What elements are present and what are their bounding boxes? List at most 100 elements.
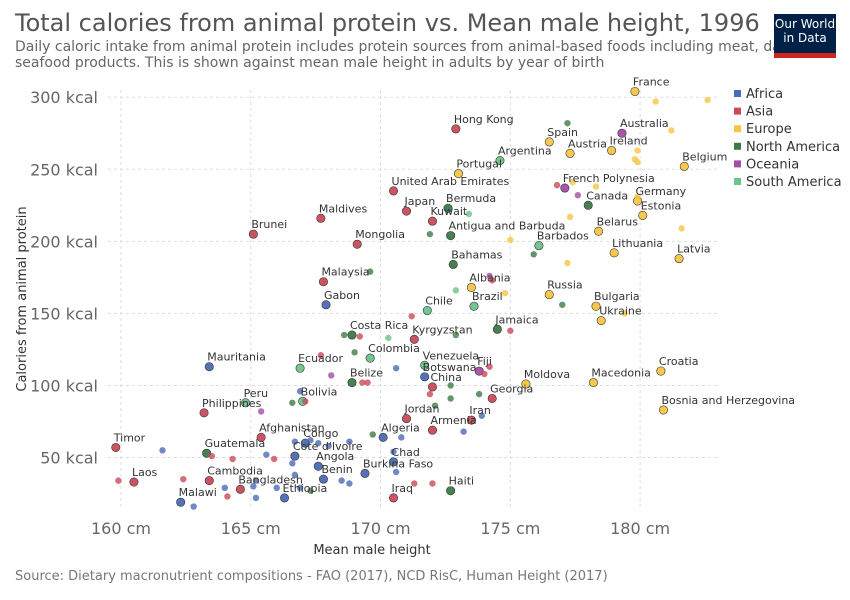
point-maldives[interactable] bbox=[316, 213, 326, 223]
point-philippines[interactable] bbox=[199, 408, 209, 418]
data-point[interactable] bbox=[478, 412, 485, 419]
data-point[interactable] bbox=[390, 448, 397, 455]
data-point[interactable] bbox=[559, 301, 566, 308]
legend-item-label[interactable]: Oceania bbox=[746, 157, 799, 172]
data-point[interactable] bbox=[507, 236, 514, 244]
data-point[interactable] bbox=[317, 352, 325, 359]
data-point[interactable] bbox=[634, 193, 641, 200]
data-point[interactable] bbox=[408, 313, 415, 320]
point-portugal[interactable] bbox=[453, 169, 463, 179]
point-french-polynesia[interactable] bbox=[560, 183, 570, 193]
data-point[interactable] bbox=[426, 390, 434, 398]
point-hong-kong[interactable] bbox=[451, 124, 461, 134]
point-armenia[interactable] bbox=[427, 425, 437, 435]
point-chile[interactable] bbox=[422, 306, 432, 316]
legend-item-label[interactable]: Africa bbox=[746, 87, 783, 102]
data-point[interactable] bbox=[252, 494, 260, 502]
data-point[interactable] bbox=[392, 468, 400, 476]
data-point[interactable] bbox=[465, 210, 473, 218]
data-point[interactable] bbox=[224, 493, 231, 500]
point-jordan[interactable] bbox=[402, 414, 412, 424]
point-bahamas[interactable] bbox=[448, 259, 458, 269]
data-point[interactable] bbox=[668, 127, 675, 134]
point-latvia[interactable] bbox=[674, 254, 684, 264]
data-point[interactable] bbox=[652, 98, 659, 105]
point-argentina[interactable] bbox=[495, 156, 505, 166]
data-point[interactable] bbox=[488, 277, 496, 284]
point-antigua-and-barbuda[interactable] bbox=[446, 231, 456, 241]
legend-item-label[interactable]: Europe bbox=[746, 122, 792, 137]
data-point[interactable] bbox=[553, 181, 561, 189]
point-bangladesh[interactable] bbox=[235, 484, 245, 494]
data-point[interactable] bbox=[447, 382, 454, 389]
point-brunei[interactable] bbox=[248, 229, 258, 239]
point-algeria[interactable] bbox=[378, 432, 388, 442]
data-point[interactable] bbox=[338, 477, 345, 484]
data-point[interactable] bbox=[180, 475, 187, 483]
data-point[interactable] bbox=[385, 334, 392, 342]
data-point[interactable] bbox=[634, 158, 641, 166]
point-malaysia[interactable] bbox=[318, 277, 328, 287]
data-point[interactable] bbox=[289, 399, 296, 406]
point-haiti[interactable] bbox=[446, 486, 456, 496]
point-united-arab-emirates[interactable] bbox=[389, 186, 399, 196]
point-chad[interactable] bbox=[389, 457, 399, 467]
point-russia[interactable] bbox=[544, 290, 554, 300]
point-albania[interactable] bbox=[466, 282, 476, 292]
data-point[interactable] bbox=[356, 333, 363, 340]
data-point[interactable] bbox=[221, 484, 229, 492]
data-point[interactable] bbox=[296, 388, 304, 395]
data-point[interactable] bbox=[229, 455, 236, 463]
point-mongolia[interactable] bbox=[352, 239, 362, 249]
point-barbados[interactable] bbox=[534, 241, 544, 251]
data-point[interactable] bbox=[592, 183, 600, 190]
point-benin[interactable] bbox=[318, 474, 328, 484]
data-point[interactable] bbox=[566, 213, 574, 221]
point-croatia[interactable] bbox=[656, 366, 666, 376]
data-point[interactable] bbox=[289, 460, 296, 467]
point-australia[interactable] bbox=[617, 128, 627, 138]
point-iraq[interactable] bbox=[389, 493, 399, 503]
point-botswana[interactable] bbox=[420, 372, 430, 382]
point-mauritania[interactable] bbox=[204, 362, 214, 372]
data-point[interactable] bbox=[621, 310, 628, 317]
point-brazil[interactable] bbox=[469, 301, 479, 311]
point-laos[interactable] bbox=[129, 477, 139, 487]
point-moldova[interactable] bbox=[521, 379, 531, 389]
point-bulgaria[interactable] bbox=[591, 301, 601, 311]
data-point[interactable] bbox=[302, 398, 309, 405]
point-kuwait[interactable] bbox=[427, 216, 437, 226]
data-point[interactable] bbox=[359, 379, 366, 386]
data-point[interactable] bbox=[564, 259, 571, 267]
data-point[interactable] bbox=[291, 438, 299, 445]
point-japan[interactable] bbox=[402, 206, 412, 216]
point-bosnia-and-herzegovina[interactable] bbox=[658, 405, 668, 415]
data-point[interactable] bbox=[208, 452, 216, 460]
point-lithuania[interactable] bbox=[609, 248, 619, 258]
data-point[interactable] bbox=[273, 484, 280, 492]
point-ukraine[interactable] bbox=[596, 316, 606, 326]
data-point[interactable] bbox=[250, 483, 257, 490]
data-point[interactable] bbox=[291, 471, 299, 479]
data-point[interactable] bbox=[270, 455, 278, 463]
data-point[interactable] bbox=[115, 477, 122, 484]
data-point[interactable] bbox=[452, 287, 460, 294]
point-belize[interactable] bbox=[347, 378, 357, 388]
point-iran[interactable] bbox=[466, 415, 476, 425]
legend-item-label[interactable]: Asia bbox=[746, 105, 773, 120]
point-belarus[interactable] bbox=[594, 226, 604, 236]
legend-item-label[interactable]: South America bbox=[746, 175, 842, 190]
point-ethiopia[interactable] bbox=[280, 493, 290, 503]
point-kyrgyzstan[interactable] bbox=[409, 334, 419, 344]
point-jamaica[interactable] bbox=[492, 324, 502, 334]
owid-logo[interactable]: Our World in Data bbox=[774, 14, 836, 58]
data-point[interactable] bbox=[307, 487, 314, 494]
point-afghanistan[interactable] bbox=[256, 432, 266, 442]
data-point[interactable] bbox=[364, 379, 371, 386]
point-ecuador[interactable] bbox=[295, 363, 305, 373]
point-bermuda[interactable] bbox=[443, 203, 453, 213]
data-point[interactable] bbox=[392, 364, 400, 372]
data-point[interactable] bbox=[190, 503, 197, 510]
point-colombia[interactable] bbox=[365, 353, 375, 363]
point-peru[interactable] bbox=[241, 398, 251, 408]
